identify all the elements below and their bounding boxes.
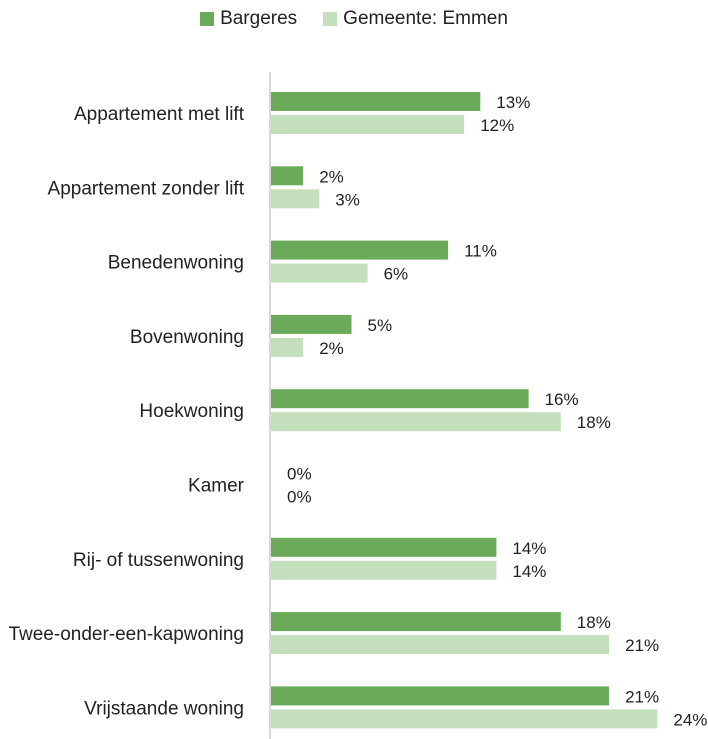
bar-hoekwoning-series-1 [271, 412, 561, 432]
data-label-vrijstaande-woning-series-1: 24% [673, 710, 707, 729]
bar-vrijstaande-woning-series-1 [271, 709, 658, 729]
bar-twee-onder-een-kapwoning-series-0 [271, 612, 561, 632]
data-label-appartement-zonder-lift-series-0: 2% [319, 167, 344, 186]
category-label-appartement-met-lift: Appartement met lift [74, 104, 245, 125]
data-label-appartement-met-lift-series-1: 12% [480, 116, 514, 135]
data-label-twee-onder-een-kapwoning-series-1: 21% [625, 636, 659, 655]
data-label-benedenwoning-series-1: 6% [384, 265, 409, 284]
bar-benedenwoning-series-0 [271, 240, 449, 260]
bar-appartement-zonder-lift-series-1 [271, 189, 320, 209]
bar-bovenwoning-series-0 [271, 314, 352, 334]
data-label-bovenwoning-series-0: 5% [368, 316, 393, 335]
data-label-appartement-zonder-lift-series-1: 3% [335, 190, 360, 209]
data-label-hoekwoning-series-1: 18% [577, 413, 611, 432]
bar-twee-onder-een-kapwoning-series-1 [271, 635, 610, 655]
bar-appartement-met-lift-series-0 [271, 92, 481, 111]
data-label-benedenwoning-series-0: 11% [464, 242, 497, 261]
data-label-rij-of-tussenwoning-series-0: 14% [512, 539, 546, 558]
data-label-appartement-met-lift-series-0: 13% [496, 93, 530, 112]
legend-swatch-emmen [323, 12, 338, 26]
bar-vrijstaande-woning-series-0 [271, 686, 610, 706]
data-label-twee-onder-een-kapwoning-series-0: 18% [577, 613, 611, 632]
bar-appartement-zonder-lift-series-0 [271, 166, 304, 186]
category-label-kamer: Kamer [188, 476, 245, 497]
bar-bovenwoning-series-1 [271, 337, 304, 357]
category-label-bovenwoning: Bovenwoning [130, 327, 244, 348]
category-label-twee-onder-een-kapwoning: Twee-onder-een-kapwoning [8, 624, 244, 645]
bar-benedenwoning-series-1 [271, 263, 368, 283]
bar-hoekwoning-series-0 [271, 389, 529, 409]
data-label-bovenwoning-series-1: 2% [319, 339, 344, 358]
category-label-benedenwoning: Benedenwoning [108, 253, 244, 274]
legend-swatch-bargeres [200, 12, 215, 26]
legend-label-bargeres: Bargeres [220, 8, 298, 29]
category-label-appartement-zonder-lift: Appartement zonder lift [48, 178, 245, 199]
category-label-hoekwoning: Hoekwoning [139, 401, 244, 422]
bar-rij-of-tussenwoning-series-1 [271, 560, 497, 580]
legend-item-emmen: Gemeente: Emmen [323, 8, 508, 30]
data-label-rij-of-tussenwoning-series-1: 14% [512, 562, 546, 581]
data-label-kamer-series-0: 0% [287, 465, 312, 484]
legend: Bargeres Gemeente: Emmen [0, 8, 708, 30]
data-label-hoekwoning-series-0: 16% [545, 390, 579, 409]
bar-appartement-met-lift-series-1 [271, 115, 465, 134]
category-label-vrijstaande-woning: Vrijstaande woning [84, 698, 244, 719]
legend-item-bargeres: Bargeres [200, 8, 297, 30]
category-label-rij-of-tussenwoning: Rij- of tussenwoning [73, 550, 244, 571]
legend-label-emmen: Gemeente: Emmen [343, 8, 508, 29]
bar-rij-of-tussenwoning-series-0 [271, 537, 497, 557]
data-label-kamer-series-1: 0% [287, 488, 312, 507]
data-label-vrijstaande-woning-series-0: 21% [625, 687, 659, 706]
